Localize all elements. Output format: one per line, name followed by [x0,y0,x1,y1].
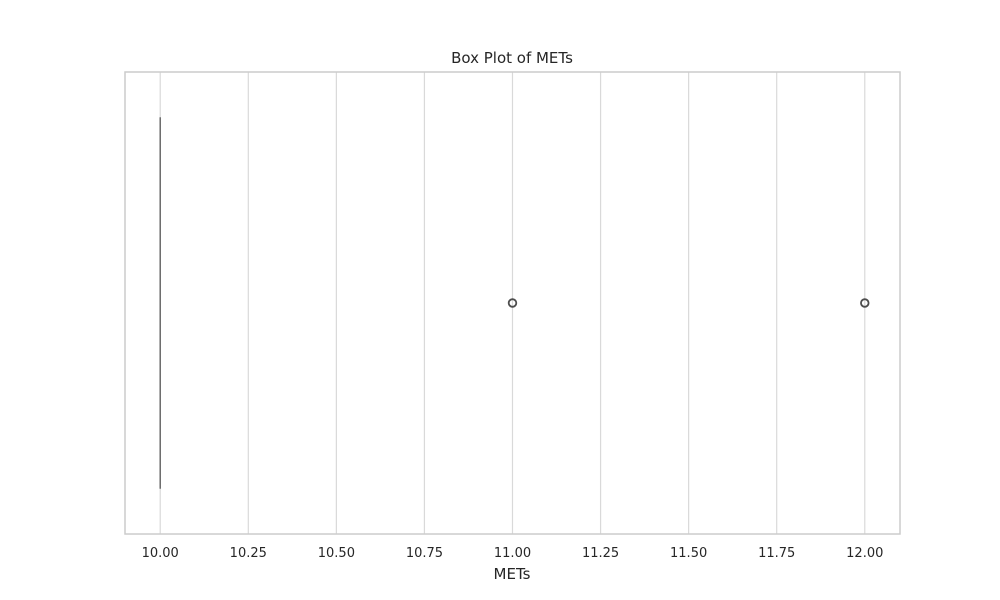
x-tick-label: 10.00 [142,546,179,561]
x-tick-label: 12.00 [846,546,883,561]
x-tick-label: 11.50 [670,546,707,561]
x-tick-label: 11.25 [582,546,619,561]
outlier-point [860,298,870,308]
outlier-points [507,298,870,308]
chart-title: Box Plot of METs [451,49,573,67]
x-tick-label: 10.50 [318,546,355,561]
grid-lines [159,72,866,534]
x-tick-label: 11.75 [758,546,795,561]
x-tick-label: 11.00 [494,546,531,561]
x-tick-label: 10.75 [406,546,443,561]
plot-frame [124,71,901,535]
x-axis-label: METs [494,565,531,583]
x-tick-labels: 10.00 10.25 10.50 10.75 11.00 11.25 11.50 11.75… [142,546,884,561]
x-tick-label: 10.25 [230,546,267,561]
outlier-point [507,298,518,308]
